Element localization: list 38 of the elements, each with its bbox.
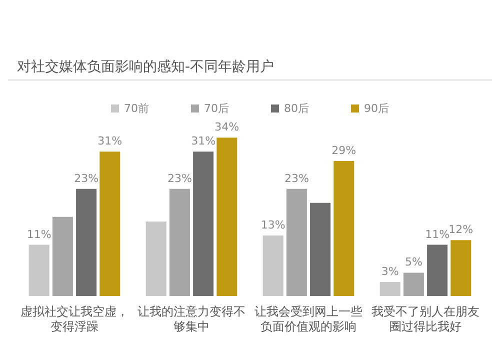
bar xyxy=(450,240,472,296)
data-label: 11% xyxy=(425,228,450,241)
bar xyxy=(334,160,354,296)
legend-label: 90后 xyxy=(364,102,389,115)
legend-label: 80后 xyxy=(284,102,309,115)
data-label: 11% xyxy=(26,228,52,241)
bar xyxy=(310,202,331,296)
data-label: 12% xyxy=(448,223,474,236)
bar xyxy=(262,235,284,296)
legend-label: 70后 xyxy=(204,102,230,115)
chart-title: 对社交媒体负面影响的感知-不同年龄用户 xyxy=(17,59,274,75)
bar xyxy=(216,138,238,296)
x-tick-label: 让我的注意力变得不够集中 xyxy=(138,304,246,334)
bar xyxy=(169,188,190,296)
bar xyxy=(76,188,97,296)
data-label: 31% xyxy=(191,134,216,148)
data-label: 3% xyxy=(381,265,399,278)
bar xyxy=(52,216,73,296)
x-tick-label: 我受不了别人在朋友圈过得比我好 xyxy=(372,304,480,334)
data-label: 23% xyxy=(284,172,309,185)
bar xyxy=(380,282,400,296)
data-label: 31% xyxy=(98,134,122,148)
legend-label: 70前 xyxy=(124,102,150,115)
bar xyxy=(100,152,120,296)
data-label: 29% xyxy=(332,144,356,157)
bar xyxy=(146,221,166,296)
bar xyxy=(193,152,214,296)
data-label: 23% xyxy=(74,172,99,185)
bar xyxy=(403,272,424,296)
bar xyxy=(427,244,448,296)
bar xyxy=(286,188,307,296)
data-label: 5% xyxy=(404,256,422,269)
bar xyxy=(28,244,50,296)
x-tick-label: 让我会受到网上一些负面价值观的影响 xyxy=(254,304,362,334)
x-tick-label: 虚拟社交让我空虚，变得浮躁 xyxy=(20,304,128,334)
data-label: 23% xyxy=(167,172,192,185)
data-label: 13% xyxy=(260,218,286,232)
data-label: 34% xyxy=(214,120,240,134)
